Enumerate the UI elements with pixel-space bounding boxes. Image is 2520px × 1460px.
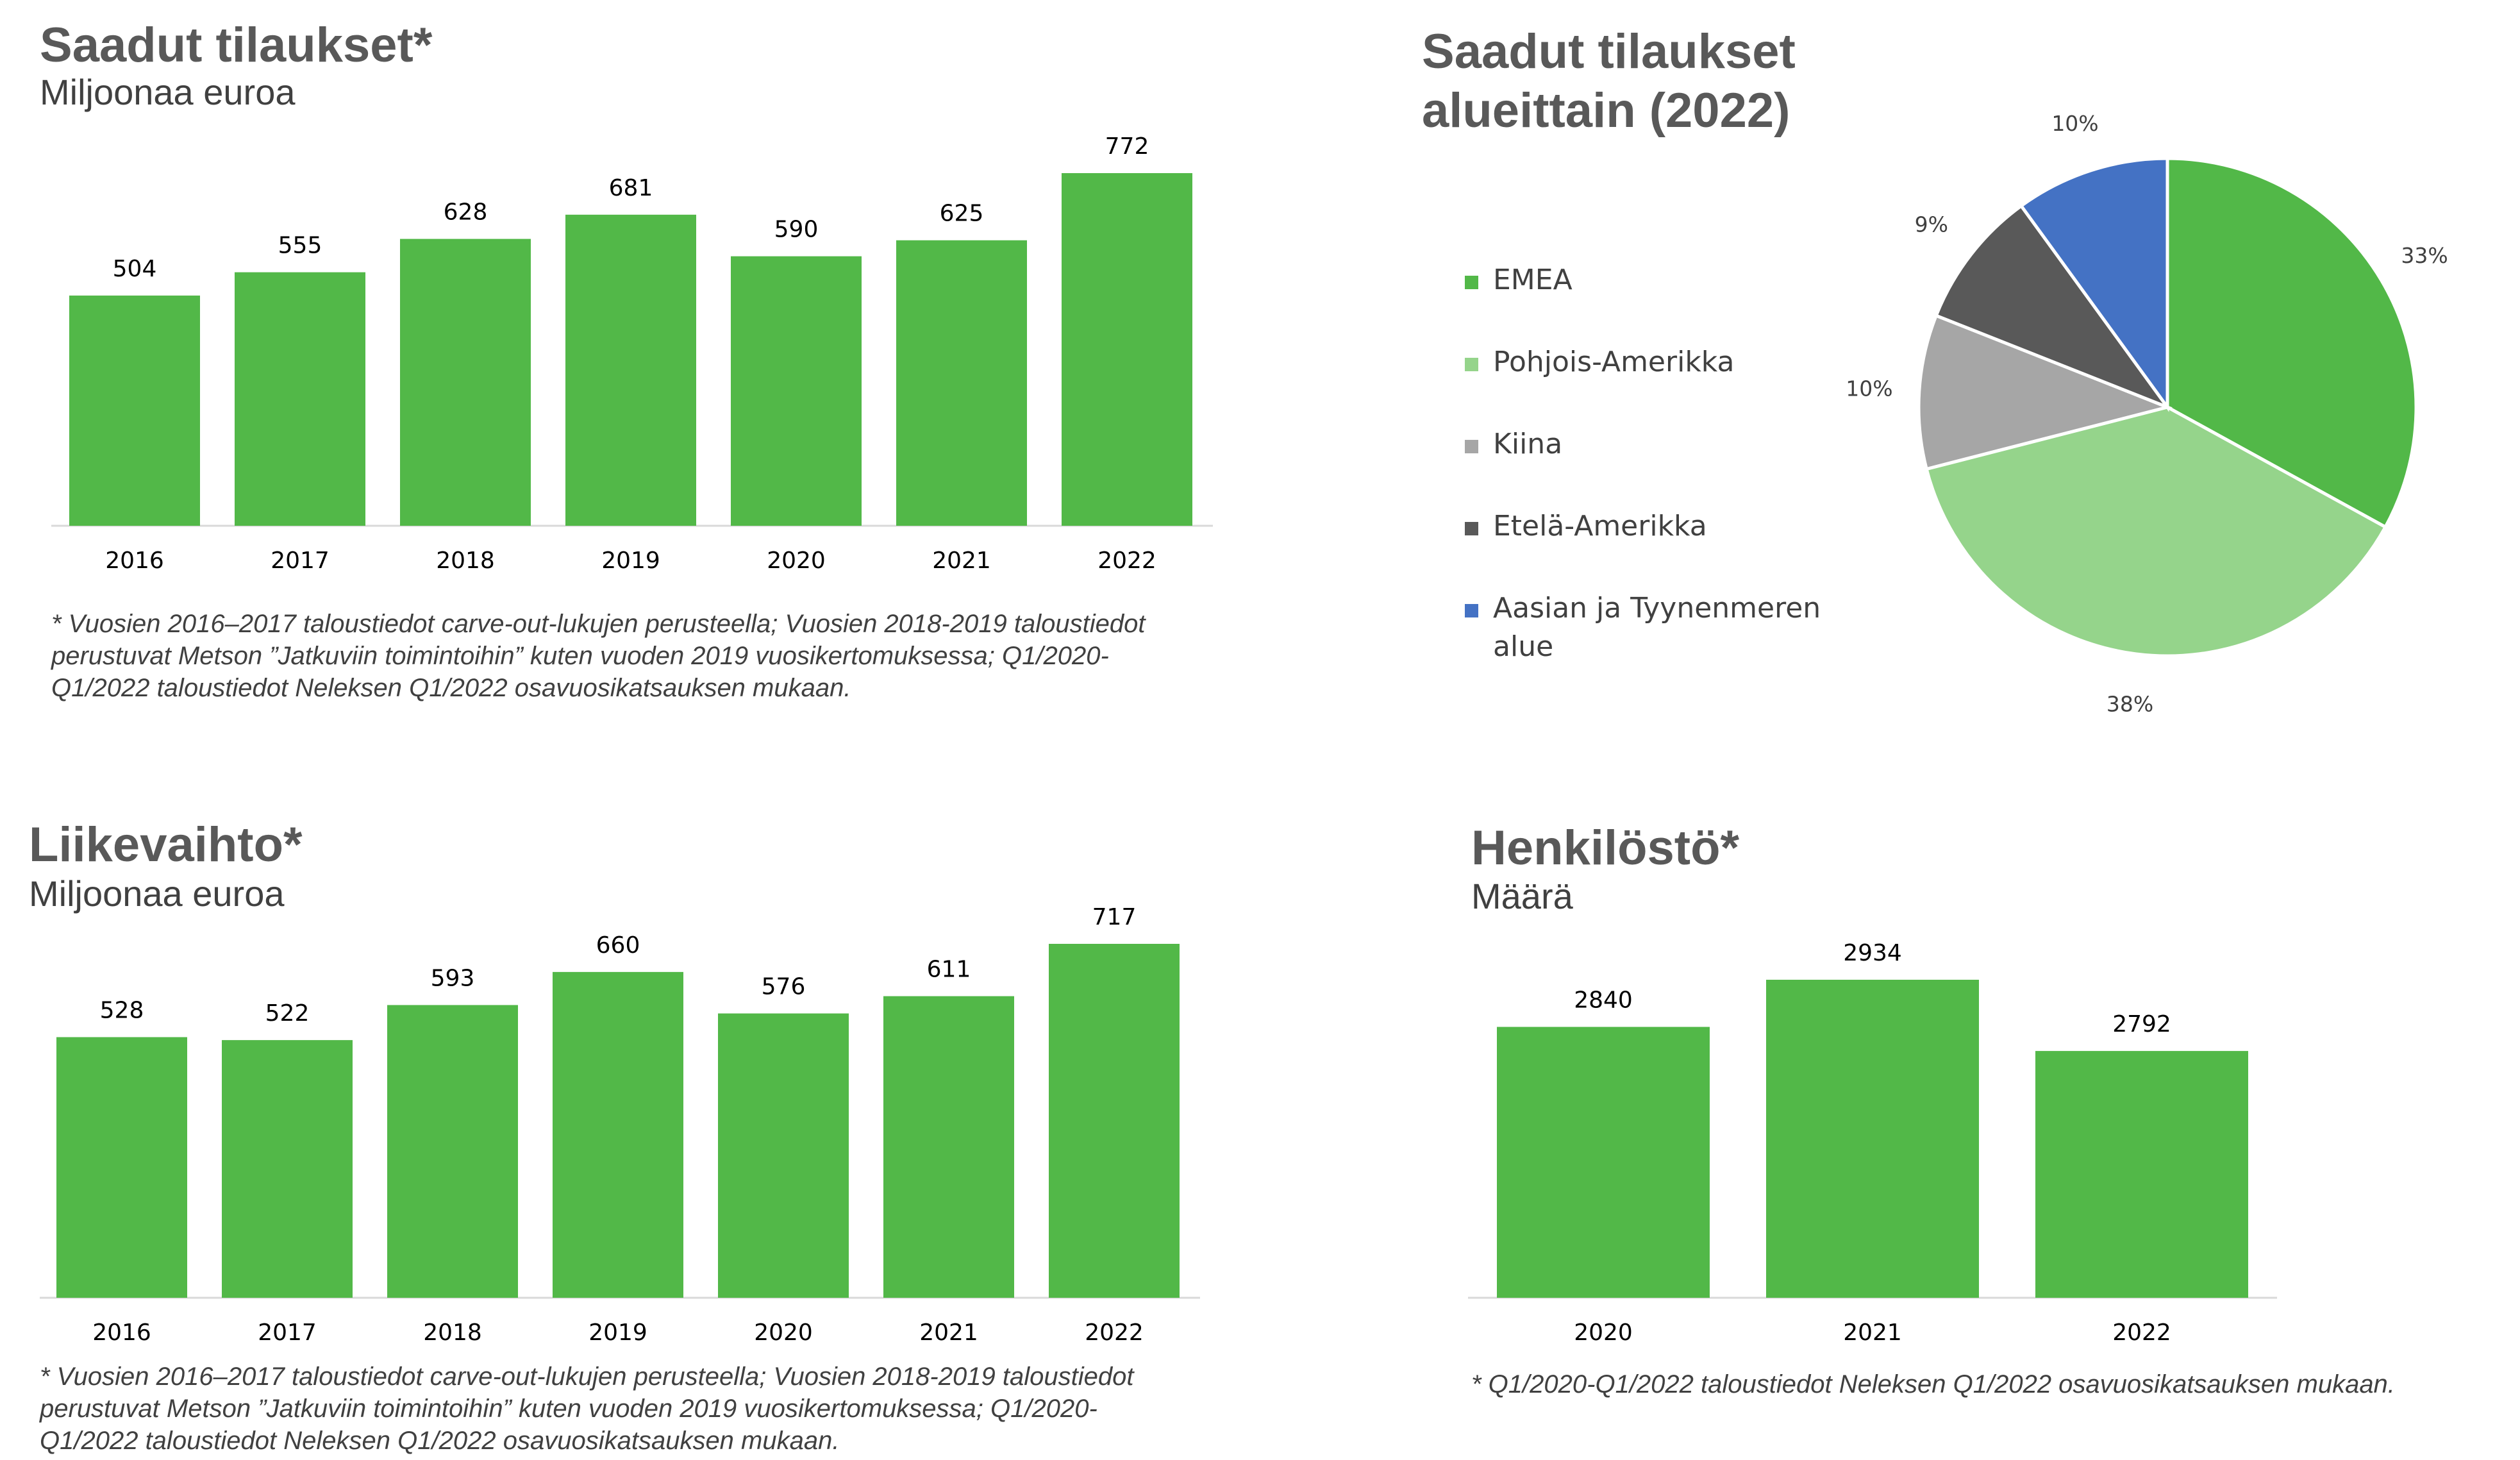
pie-slice-aasian-ja-tyynenmeren-alue [2019,156,2169,412]
personnel-tick-label-2022: 2022 [2112,1320,2171,1346]
personnel-subtitle: Määrä [1471,876,1573,916]
sales-bar-label-2017: 522 [265,1000,310,1027]
orders-bar-2021 [896,240,1027,526]
sales-bar-2022 [1049,944,1180,1298]
orders-bar-label-2019: 681 [609,175,653,201]
orders-bar-2016 [69,295,200,526]
legend-label-pohjois-amerikka: Pohjois-Amerikka [1493,346,1734,378]
legend-label-kiina: Kiina [1493,428,1562,460]
sales-tick-label-2016: 2016 [92,1320,151,1346]
legend-swatch-aasian-ja-tyynenmeren-alue [1465,604,1478,617]
personnel-bar-2022 [2035,1051,2248,1298]
orders-tick-label-2017: 2017 [271,548,330,574]
pie-slice-pohjois-amerikka [1924,405,2388,658]
orders-tick-label-2021: 2021 [932,548,991,574]
orders-bar-label-2022: 772 [1105,133,1149,160]
orders-tick-label-2019: 2019 [601,548,660,574]
legend-label-emea: EMEA [1493,264,1573,296]
personnel-bar-2021 [1766,980,1979,1298]
personnel-tick-label-2021: 2021 [1843,1320,1902,1346]
personnel-bar-label-2022: 2792 [2112,1011,2171,1037]
personnel-title: Henkilöstö* [1471,821,1740,875]
orders-bar-2017 [235,272,365,526]
orders-bar-label-2016: 504 [113,256,157,282]
orders-bar-2019 [565,214,696,526]
pie-label-aasian-ja-tyynenmeren-alue: 10% [2051,111,2098,136]
legend-label-etelä-amerikka: Etelä-Amerikka [1493,510,1707,542]
legend-swatch-pohjois-amerikka [1465,358,1478,371]
legend-swatch-emea [1465,276,1478,289]
pie-label-emea: 33% [2401,243,2448,268]
sales-bar-2020 [718,1013,849,1298]
legend-swatch-etelä-amerikka [1465,522,1478,535]
personnel-footnote: * Q1/2020-Q1/2022 taloustiedot Neleksen … [1471,1370,2395,1398]
sales-bar-2019 [553,971,683,1298]
pie-label-pohjois-amerikka: 38% [2107,691,2153,716]
sales-tick-label-2021: 2021 [919,1320,978,1346]
sales-subtitle: Miljoonaa euroa [29,873,285,914]
pie-label-etelä-amerikka: 9% [1915,212,1948,237]
legend-label-aasian-ja-tyynenmeren-alue: Aasian ja Tyynenmeren alue [1493,592,1821,663]
orders-bar-2020 [731,256,862,526]
sales-bar-label-2018: 593 [431,965,475,991]
pie-slice-etelä-amerikka [1934,203,2173,411]
sales-tick-label-2022: 2022 [1085,1320,1144,1346]
orders-bar-label-2020: 590 [774,217,819,243]
sales-tick-label-2017: 2017 [258,1320,317,1346]
orders-bar-label-2021: 625 [940,201,984,227]
orders-title: Saadut tilaukset* [40,18,433,72]
personnel-bar-2020 [1497,1027,1710,1298]
sales-tick-label-2018: 2018 [423,1320,482,1346]
orders-tick-label-2016: 2016 [105,548,164,574]
personnel-tick-label-2020: 2020 [1574,1320,1633,1346]
orders-subtitle: Miljoonaa euroa [40,72,296,112]
sales-bar-2018 [387,1005,518,1298]
pie-label-kiina: 10% [1846,376,1892,401]
personnel-bar-label-2021: 2934 [1843,940,1902,966]
pie-slice-kiina [1917,313,2173,471]
sales-tick-label-2020: 2020 [754,1320,813,1346]
orders-footnote: * Vuosien 2016–2017 taloustiedot carve-o… [51,610,1146,702]
sales-bar-2021 [883,996,1014,1298]
sales-bar-label-2022: 717 [1092,904,1137,930]
sales-footnote: * Vuosien 2016–2017 taloustiedot carve-o… [40,1363,1134,1455]
orders-tick-label-2020: 2020 [767,548,826,574]
sales-bar-label-2019: 660 [596,932,640,959]
sales-title: Liikevaihto* [29,818,303,872]
orders-bar-2018 [400,239,531,526]
sales-bar-2016 [56,1037,187,1298]
regions-title-line1: Saadut tilaukset [1422,24,1796,79]
pie-slice-emea [2165,156,2418,530]
sales-bar-2017 [222,1040,353,1298]
orders-bar-label-2017: 555 [278,233,322,259]
sales-bar-label-2020: 576 [762,974,806,1000]
sales-tick-label-2019: 2019 [588,1320,647,1346]
sales-bar-label-2016: 528 [100,998,144,1024]
orders-bar-label-2018: 628 [444,199,488,226]
orders-tick-label-2018: 2018 [436,548,495,574]
orders-tick-label-2022: 2022 [1097,548,1156,574]
orders-bar-2022 [1062,173,1192,526]
sales-bar-label-2021: 611 [927,957,971,983]
legend-swatch-kiina [1465,440,1478,453]
personnel-bar-label-2020: 2840 [1574,987,1633,1014]
regions-title-line2: alueittain (2022) [1422,83,1790,138]
